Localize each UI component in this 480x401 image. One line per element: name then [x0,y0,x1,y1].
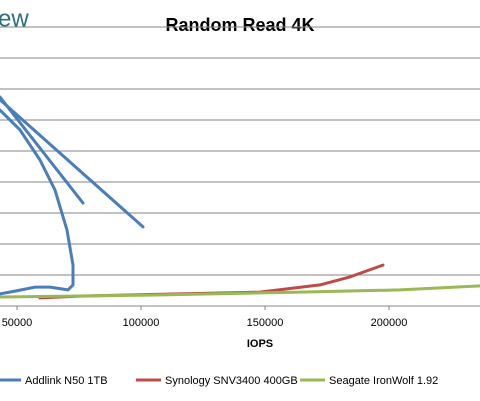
legend-entry: Addlink N50 1TB [0,375,108,387]
x-tick-label: 200000 [371,317,408,329]
chart-title: Random Read 4K [165,15,314,35]
legend-label: Seagate IronWolf 1.92 [329,375,438,387]
x-tick-label: 150000 [247,317,284,329]
plot-area [0,26,480,300]
series-line [0,284,480,299]
legend-entry: Seagate IronWolf 1.92 [300,375,438,387]
x-axis-label: IOPS [247,338,273,350]
series-line [0,95,145,296]
legend-label: Addlink N50 1TB [25,375,108,387]
logo: ew [0,5,29,32]
x-tick-label: 100000 [123,317,160,329]
legend-entry: Synology SNV3400 400GB [136,375,298,387]
legend-label: Synology SNV3400 400GB [165,375,298,387]
x-tick-label: 50000 [2,317,33,329]
